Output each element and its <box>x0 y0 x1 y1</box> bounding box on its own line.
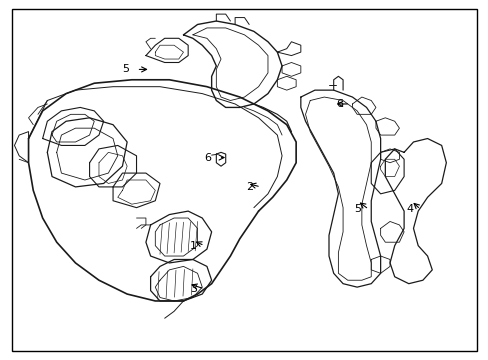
Text: 5: 5 <box>354 204 361 214</box>
Text: 4: 4 <box>406 204 412 214</box>
Text: 6: 6 <box>204 153 211 162</box>
Text: 3: 3 <box>190 284 197 294</box>
Text: 6: 6 <box>335 99 342 109</box>
Text: 1: 1 <box>190 241 197 251</box>
Text: 2: 2 <box>246 182 253 192</box>
Text: 5: 5 <box>122 64 129 75</box>
